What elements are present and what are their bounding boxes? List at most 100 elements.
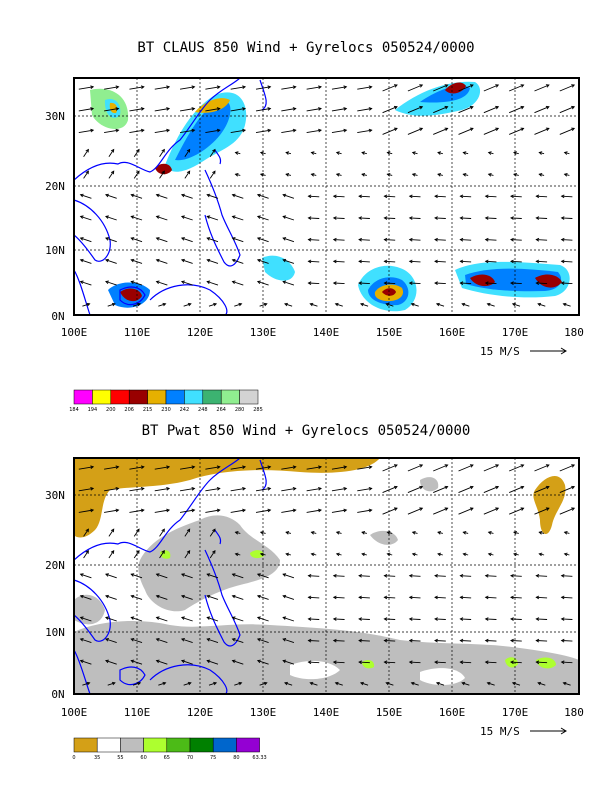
wind-vector [209,550,216,559]
wind-vector [234,682,242,686]
colorbar-swatch [120,737,144,753]
wind-vector [131,237,143,243]
wind-vector [282,638,295,644]
wind-vector-head [79,280,84,285]
wind-vector [179,129,195,134]
wind-vector [230,509,246,513]
wind-vector [458,464,474,472]
wind-vector [559,106,575,114]
wind-vector [510,640,522,642]
wind-vector-head [206,215,211,219]
wind-vector-head [309,681,314,686]
wind-vector [282,281,295,286]
wind-vector [105,281,117,286]
wind-vector-head [242,486,247,491]
wind-vector [306,509,322,513]
wind-vector-head [256,638,261,642]
wind-vector-head [545,84,550,88]
wind-vector [561,640,573,642]
wind-vector [536,260,548,263]
wind-vector [108,149,115,157]
wind-vector [184,149,191,157]
wind-vector-head [115,508,120,513]
wind-vector-head [434,259,438,264]
wind-vector [78,108,94,112]
wind-vector [257,638,269,644]
wind-vector [308,596,320,599]
wind-vector-head [419,464,424,468]
wind-vector-head [256,258,261,263]
wind-vector-head [511,681,516,686]
wind-vector-head [469,464,474,468]
wind-vector [308,618,320,620]
wind-vector [308,260,320,263]
wind-vector [129,466,144,470]
wind-vector-head [155,193,160,198]
colorbar-label: 215 [143,407,153,413]
wind-vector-head [307,595,312,600]
wind-vector [105,660,117,665]
wind-vector [409,217,421,219]
wind-vector-head [361,173,366,177]
wind-vector [483,127,499,135]
wind-vector [359,239,370,241]
x-tick: 120E [187,326,214,339]
colorbar-label: 200 [106,407,116,413]
wind-vector [534,486,550,494]
wind-vector-head [256,237,261,241]
wind-vector-head [115,85,120,90]
wind-vector-head [545,127,550,132]
wind-vector-head [560,237,565,242]
wind-vector [83,528,89,537]
wind-vector-head [385,681,390,686]
wind-vector [333,195,345,198]
y-tick: 30N [45,110,65,123]
wind-vector [382,106,398,114]
wind-vector-head [358,259,362,264]
wind-vector-head [343,465,348,470]
wind-vector-head [231,258,236,263]
wind-vector-head [166,465,171,470]
wind-vector [156,616,168,622]
wind-vector-head [571,127,576,132]
wind-vector-head [459,216,464,220]
wind-vector [510,195,522,198]
wind-vector-head [231,594,236,599]
wind-vector-head [191,128,196,133]
wind-vector-head [79,193,84,198]
pwat-fill [74,458,579,694]
wind-vector-head [140,465,145,470]
wind-vector-head [79,215,84,219]
wind-vector-head [242,508,247,513]
wind-vector-head [318,128,322,133]
wind-vector [434,661,446,664]
panel1-colorbar: 184 194 200 206 215 230 242 248 264 280 285 [69,389,263,413]
wind-vector-head [535,259,540,264]
wind-vector-head [282,638,287,642]
wind-vector-head [136,170,140,175]
wind-vector-head [411,151,416,155]
wind-vector [508,84,524,92]
wind-vector-head [234,151,239,155]
wind-vector-head [510,237,514,242]
wind-vector-head [520,84,525,88]
wind-vector-head [435,302,440,307]
wind-vector-head [256,594,261,599]
wind-vector [282,259,295,264]
wind-vector-head [545,507,550,511]
wind-vector-head [115,486,120,491]
wind-vector [384,661,396,664]
wind-vector-head [231,280,236,285]
wind-vector [308,640,320,642]
wind-vector-head [411,173,416,177]
wind-vector [384,195,396,198]
wind-vector [281,129,296,134]
wind-vector [409,640,421,642]
wind-vector [536,217,548,219]
wind-vector [460,618,472,620]
wind-vector [80,616,92,622]
wind-vector [82,682,90,686]
wind-vector [333,575,345,577]
wind-vector-head [520,105,525,110]
colorbar-swatch [96,737,121,753]
